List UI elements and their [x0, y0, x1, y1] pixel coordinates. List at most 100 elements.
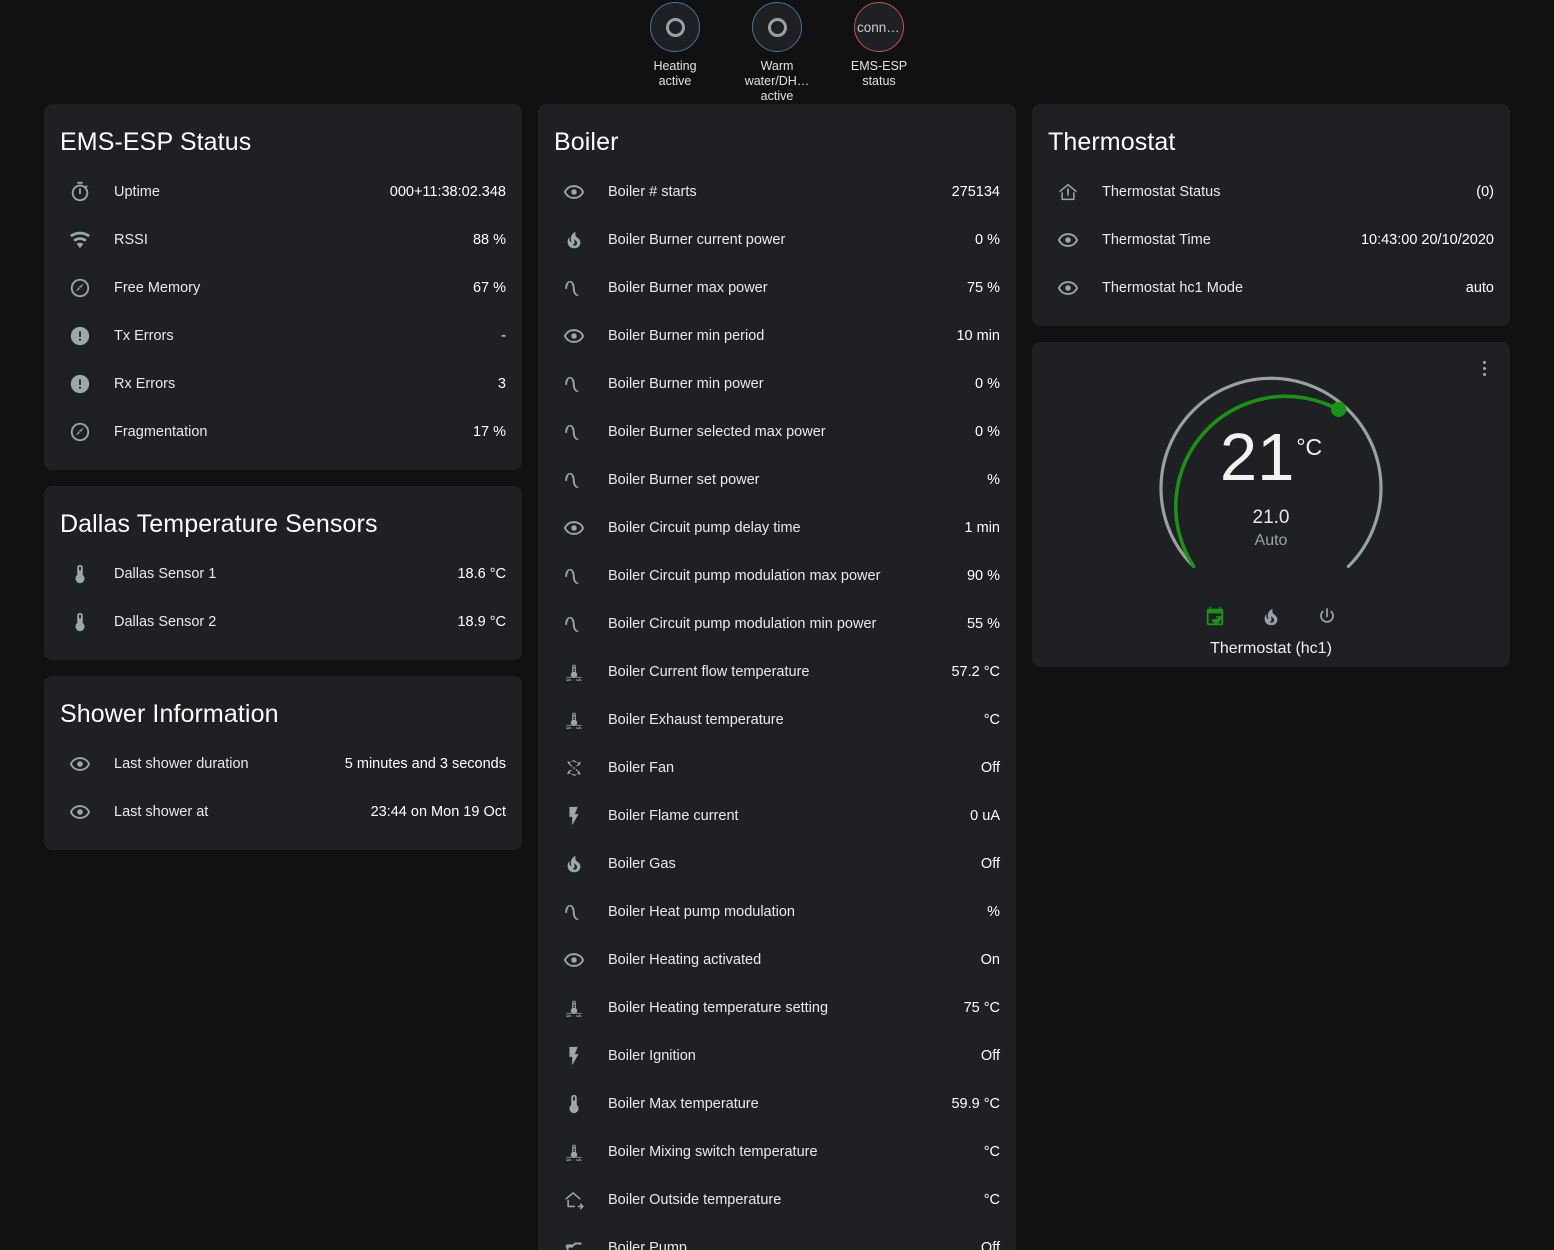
entity-name: Boiler Heat pump modulation — [608, 904, 795, 920]
row-list: Last shower duration 5 minutes and 3 seco… — [44, 740, 522, 836]
entity-value[interactable]: 88 % — [472, 232, 506, 248]
entity-value[interactable]: 17 % — [472, 424, 506, 440]
column-left: EMS-ESP Status Uptime 000+11:38:02.348 RSS… — [44, 104, 522, 850]
entity-row[interactable]: Boiler Burner max power 75 % — [538, 264, 1016, 312]
entity-name: Boiler Flame current — [608, 808, 739, 824]
entity-value[interactable]: auto — [1465, 280, 1494, 296]
entity-row[interactable]: Thermostat Status (0) — [1032, 168, 1510, 216]
entity-row[interactable]: Boiler Fan Off — [538, 744, 1016, 792]
entity-value[interactable]: 10:43:00 20/10/2020 — [1360, 232, 1494, 248]
entity-row[interactable]: Boiler Pump Off — [538, 1224, 1016, 1250]
entity-row[interactable]: Boiler Outside temperature °C — [538, 1176, 1016, 1224]
entity-value[interactable]: % — [987, 472, 1000, 488]
entity-value[interactable]: - — [501, 328, 506, 344]
entity-row[interactable]: Boiler Gas Off — [538, 840, 1016, 888]
entity-value[interactable]: Off — [980, 760, 1000, 776]
entity-value[interactable]: °C — [983, 1192, 1000, 1208]
thermometer-icon — [60, 563, 100, 585]
entity-value[interactable]: 000+11:38:02.348 — [389, 184, 506, 200]
eye-icon — [554, 517, 594, 539]
temperature-dial[interactable]: 21 °C 21.0 Auto — [1146, 364, 1396, 614]
entity-row[interactable]: Rx Errors 3 — [44, 360, 522, 408]
badge-circle[interactable] — [650, 2, 700, 52]
entity-value[interactable]: 5 minutes and 3 seconds — [344, 756, 506, 772]
dashboard-columns: EMS-ESP Status Uptime 000+11:38:02.348 RSS… — [0, 104, 1554, 1250]
entity-row[interactable]: Boiler Burner set power% — [538, 456, 1016, 504]
entity-row[interactable]: Boiler Heating temperature setting 75 °C — [538, 984, 1016, 1032]
card-dallas-temperature-sensors: Dallas Temperature Sensors Dallas Sensor… — [44, 486, 522, 660]
entity-value[interactable]: 1 min — [964, 520, 1000, 536]
entity-row[interactable]: Fragmentation 17 % — [44, 408, 522, 456]
entity-row[interactable]: Boiler Max temperature 59.9 °C — [538, 1080, 1016, 1128]
entity-row[interactable]: Last shower at 23:44 on Mon 19 Oct — [44, 788, 522, 836]
entity-row[interactable]: Last shower duration 5 minutes and 3 seco… — [44, 740, 522, 788]
badge-circle[interactable]: conne… — [854, 2, 904, 52]
entity-value[interactable]: 3 — [497, 376, 506, 392]
entity-row[interactable]: Tx Errors - — [44, 312, 522, 360]
entity-row[interactable]: RSSI 88 % — [44, 216, 522, 264]
sine-wave-icon — [554, 901, 594, 923]
entity-name: Boiler Heating temperature setting — [608, 1000, 829, 1016]
entity-value[interactable]: (0) — [1476, 184, 1494, 200]
entity-row[interactable]: Boiler Heating activated On — [538, 936, 1016, 984]
entity-row[interactable]: Boiler Burner min period 10 min — [538, 312, 1016, 360]
badge-ems-esp-status[interactable]: conne… EMS-ESP status — [840, 2, 918, 89]
entity-value[interactable]: 59.9 °C — [951, 1096, 1000, 1112]
badge-warm-water-active[interactable]: Warm water/DH… active — [738, 2, 816, 104]
thermometer-icon — [554, 1093, 594, 1115]
entity-row[interactable]: Boiler Burner selected max power 0 % — [538, 408, 1016, 456]
entity-row[interactable]: Boiler Burner current power 0 % — [538, 216, 1016, 264]
entity-value[interactable]: 57.2 °C — [951, 664, 1000, 680]
entity-row[interactable]: Thermostat Time 10:43:00 20/10/2020 — [1032, 216, 1510, 264]
entity-value[interactable]: °C — [983, 1144, 1000, 1160]
entity-row[interactable]: Free Memory 67 % — [44, 264, 522, 312]
power-icon[interactable] — [1316, 606, 1338, 628]
entity-row[interactable]: Boiler Circuit pump modulation min power… — [538, 600, 1016, 648]
entity-row[interactable]: Boiler Circuit pump delay time 1 min — [538, 504, 1016, 552]
entity-value[interactable]: 67 % — [472, 280, 506, 296]
entity-row[interactable]: Boiler Burner min power 0 % — [538, 360, 1016, 408]
entity-value[interactable]: 75 % — [966, 280, 1000, 296]
entity-value[interactable]: 0 % — [975, 232, 1000, 248]
entity-value[interactable]: °C — [983, 712, 1000, 728]
entity-value[interactable]: 10 min — [956, 328, 1000, 344]
entity-row[interactable]: Boiler Ignition Off — [538, 1032, 1016, 1080]
entity-value[interactable]: % — [987, 904, 1000, 920]
entity-value[interactable]: On — [980, 952, 1000, 968]
entity-value[interactable]: 23:44 on Mon 19 Oct — [370, 804, 506, 820]
sine-wave-icon — [554, 373, 594, 395]
entity-row[interactable]: Boiler Exhaust temperature °C — [538, 696, 1016, 744]
entity-row[interactable]: Boiler Heat pump modulation% — [538, 888, 1016, 936]
entity-value[interactable]: Off — [980, 1048, 1000, 1064]
entity-row[interactable]: Dallas Sensor 2 18.9 °C — [44, 598, 522, 646]
entity-row[interactable]: Boiler Mixing switch temperature °C — [538, 1128, 1016, 1176]
eye-icon — [60, 801, 100, 823]
fire-icon[interactable] — [1260, 606, 1282, 628]
entity-row[interactable]: Boiler Flame current 0 uA — [538, 792, 1016, 840]
entity-value[interactable]: 55 % — [966, 616, 1000, 632]
entity-value[interactable]: 18.6 °C — [457, 566, 506, 582]
calendar-sync-icon[interactable] — [1204, 606, 1226, 628]
entity-value[interactable]: Off — [980, 1240, 1000, 1250]
entity-row[interactable]: Boiler # starts 275134 — [538, 168, 1016, 216]
entity-value[interactable]: 90 % — [966, 568, 1000, 584]
entity-value[interactable]: Off — [980, 856, 1000, 872]
badge-circle[interactable] — [752, 2, 802, 52]
entity-row[interactable]: Uptime 000+11:38:02.348 — [44, 168, 522, 216]
overflow-menu-icon[interactable] — [1470, 354, 1498, 382]
card-thermostat-dial: 21 °C 21.0 Auto — [1032, 342, 1510, 667]
entity-value[interactable]: 275134 — [951, 184, 1000, 200]
card-title: Shower Information — [60, 700, 279, 728]
entity-value[interactable]: 0 uA — [970, 808, 1000, 824]
entity-value[interactable]: 18.9 °C — [457, 614, 506, 630]
entity-name: Last shower duration — [114, 756, 249, 772]
badge-heating-active[interactable]: Heating active — [636, 2, 714, 89]
entity-value[interactable]: 75 °C — [963, 1000, 1000, 1016]
entity-row[interactable]: Thermostat hc1 Mode auto — [1032, 264, 1510, 312]
entity-row[interactable]: Boiler Current flow temperature 57.2 °C — [538, 648, 1016, 696]
entity-row[interactable]: Boiler Circuit pump modulation max power… — [538, 552, 1016, 600]
entity-value[interactable]: 0 % — [975, 424, 1000, 440]
entity-row[interactable]: Dallas Sensor 1 18.6 °C — [44, 550, 522, 598]
dial-handle[interactable] — [1331, 401, 1347, 417]
entity-value[interactable]: 0 % — [975, 376, 1000, 392]
